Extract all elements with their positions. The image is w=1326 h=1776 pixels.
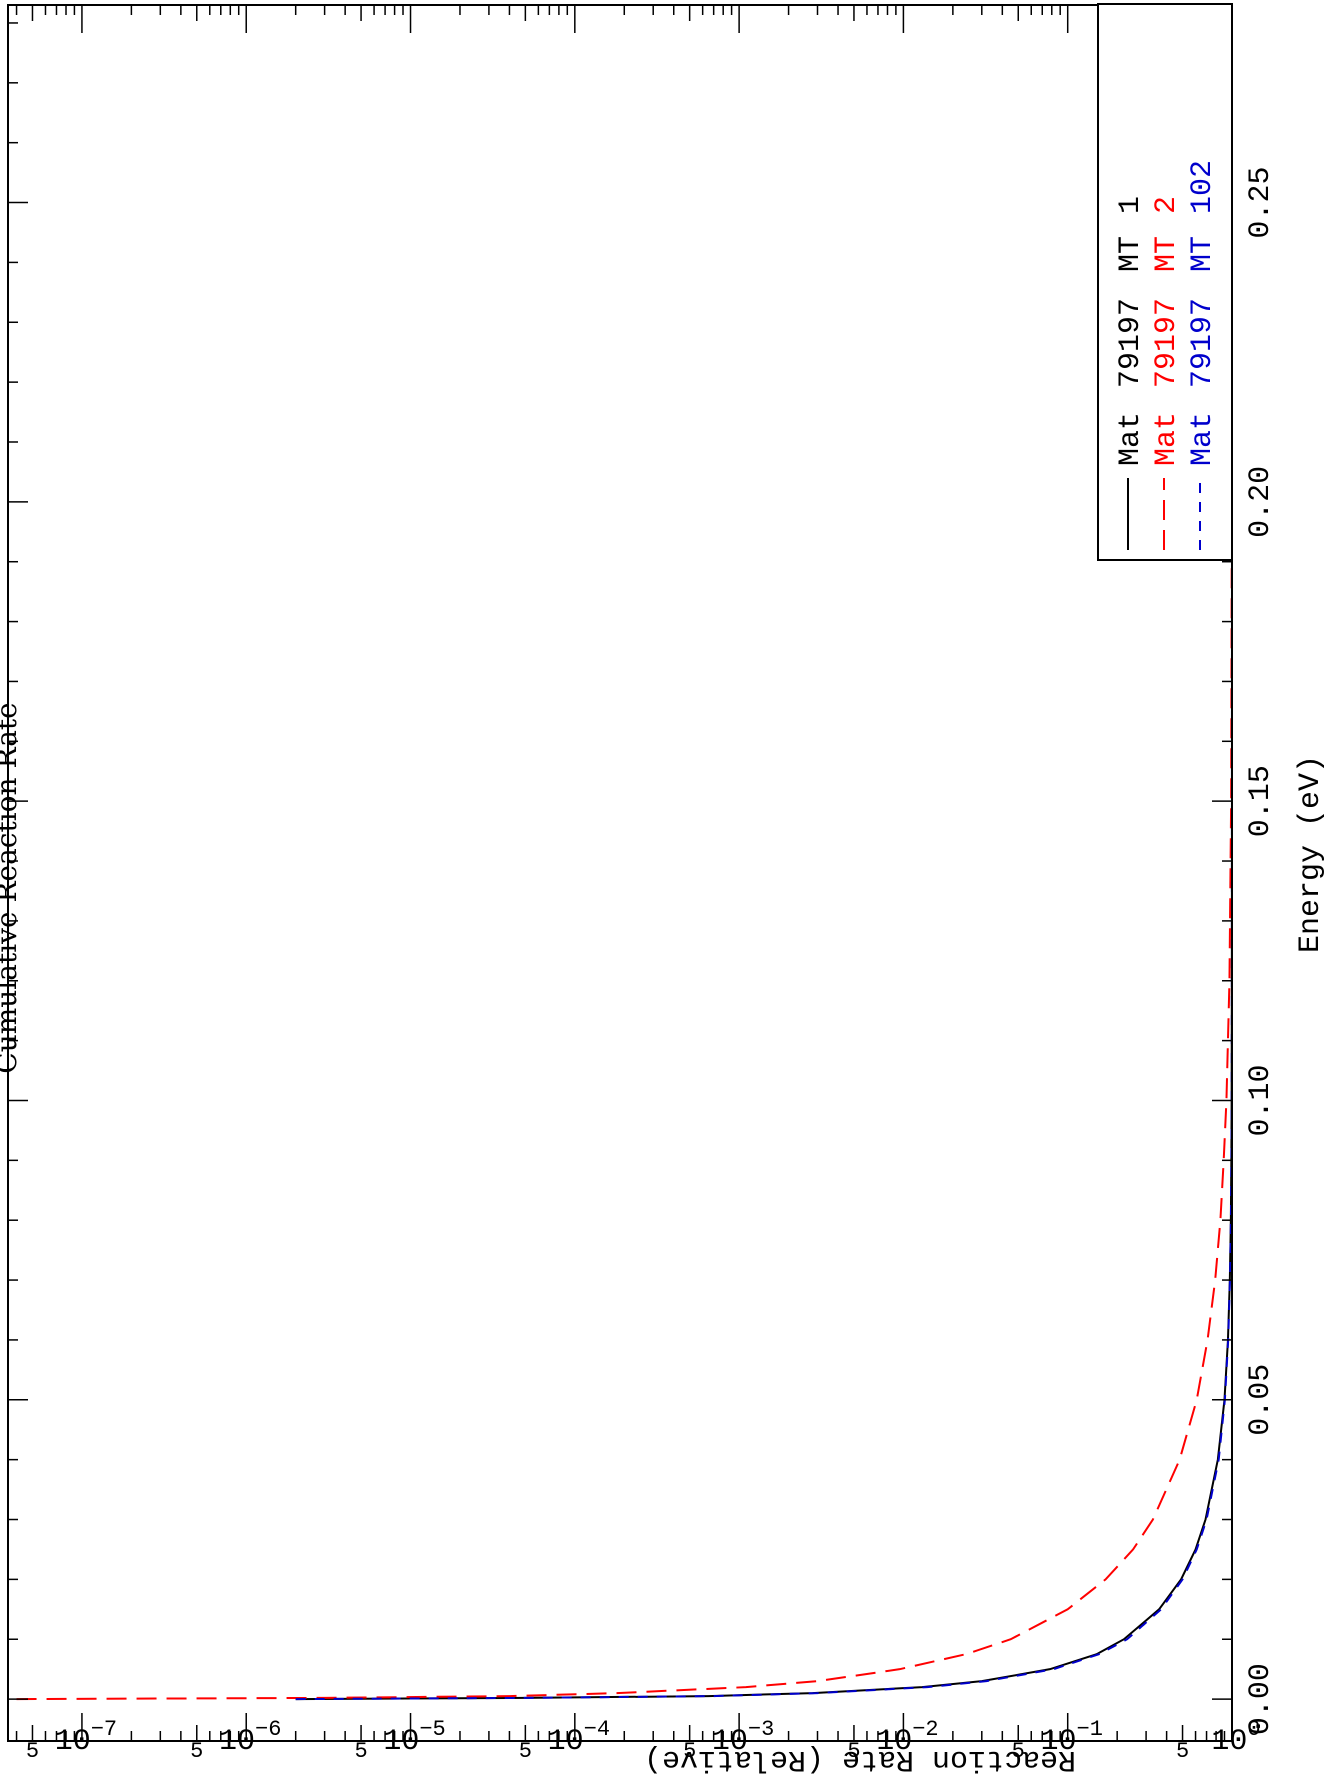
- x-tick-label: 0.05: [1244, 1364, 1278, 1436]
- legend-mt-label: MT: [1114, 236, 1148, 272]
- legend-mat-label: Mat: [1150, 412, 1184, 466]
- legend-mat-label: Mat: [1114, 412, 1148, 466]
- x-tick-label: 0.00: [1244, 1663, 1278, 1735]
- legend-mt-number: 1: [1114, 196, 1148, 214]
- y-minor-tick-label: 5: [190, 1739, 203, 1764]
- y-tick-label: 10−7: [55, 1717, 117, 1759]
- legend-mat-number: 79197: [1150, 298, 1184, 388]
- y-tick-label: 100: [1211, 1717, 1260, 1759]
- y-tick-label: 10−6: [219, 1717, 281, 1759]
- legend-mt-label: MT: [1150, 236, 1184, 272]
- legend-box: [1097, 3, 1233, 561]
- chart-title: Cumulative Reaction Rate: [0, 702, 23, 1073]
- y-tick-label: 10−5: [383, 1717, 445, 1759]
- series-line-2: [16, 5, 1233, 1701]
- x-axis-label: Energy (eV): [1294, 755, 1326, 953]
- y-tick-label: 10−4: [548, 1717, 610, 1759]
- y-minor-tick-label: 5: [847, 1739, 860, 1764]
- x-axis-ticks: 0.00 0.05 0.10 0.15 0.20 0.25: [8, 22, 1278, 1735]
- series-curves: [16, 5, 1233, 1701]
- legend-mat-number: 79197: [1186, 298, 1220, 388]
- legend-mat-label: Mat: [1186, 412, 1220, 466]
- y-minor-tick-label: 5: [1012, 1739, 1025, 1764]
- x-tick-label: 0.15: [1244, 765, 1278, 837]
- series-line-3: [295, 5, 1233, 1701]
- y-axis-label: Reaction Rate (Relative): [644, 1742, 1076, 1776]
- legend-mt-number: 2: [1150, 196, 1184, 214]
- y-minor-tick-label: 5: [1176, 1739, 1189, 1764]
- series-line-1: [295, 5, 1233, 1701]
- x-tick-label: 0.20: [1244, 466, 1278, 538]
- legend-mat-number: 79197: [1114, 298, 1148, 388]
- legend-mt-label: MT: [1186, 236, 1220, 272]
- y-minor-tick-label: 5: [519, 1739, 532, 1764]
- x-tick-label: 0.10: [1244, 1064, 1278, 1136]
- plot-frame: [7, 4, 1233, 1742]
- y-minor-tick-label: 5: [683, 1739, 696, 1764]
- x-tick-label: 0.25: [1244, 167, 1278, 239]
- legend-mt-number: 102: [1186, 160, 1220, 214]
- y-minor-tick-label: 5: [354, 1739, 367, 1764]
- y-minor-tick-label: 5: [26, 1739, 39, 1764]
